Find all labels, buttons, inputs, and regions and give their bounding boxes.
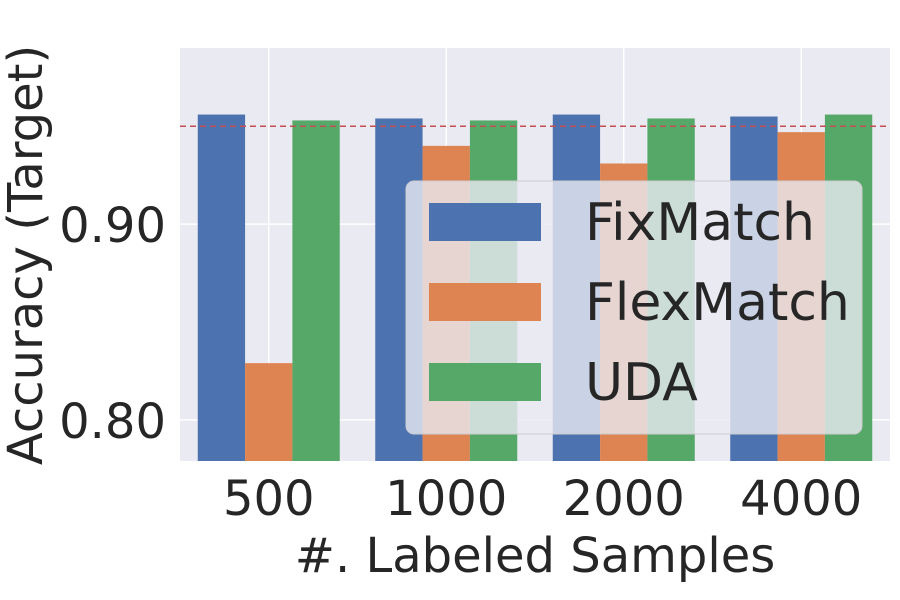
- bar-fixmatch-500: [197, 114, 246, 461]
- x-tick-labels: 500 1000 2000 4000: [223, 471, 862, 527]
- x-tick-label: 2000: [563, 471, 685, 527]
- y-tick-label: 0.90: [59, 198, 166, 254]
- legend-swatch: [429, 363, 541, 401]
- y-tick-label: 0.80: [59, 394, 166, 450]
- bar-uda-500: [292, 120, 340, 461]
- legend: FixMatch FlexMatch UDA: [405, 180, 863, 435]
- bar-flexmatch-500: [245, 363, 293, 461]
- x-tick-label: 4000: [740, 471, 862, 527]
- legend-label: UDA: [585, 353, 698, 413]
- y-tick-labels: 0.80 0.90: [59, 198, 166, 450]
- legend-swatch: [429, 283, 541, 321]
- legend-label: FlexMatch: [585, 273, 850, 333]
- legend-label: FixMatch: [585, 193, 815, 253]
- y-axis-label: Accuracy (Target): [0, 45, 54, 465]
- x-axis-label: #. Labeled Samples: [295, 528, 775, 584]
- legend-swatch: [429, 203, 541, 241]
- x-tick-label: 1000: [385, 471, 507, 527]
- x-tick-label: 500: [223, 471, 315, 527]
